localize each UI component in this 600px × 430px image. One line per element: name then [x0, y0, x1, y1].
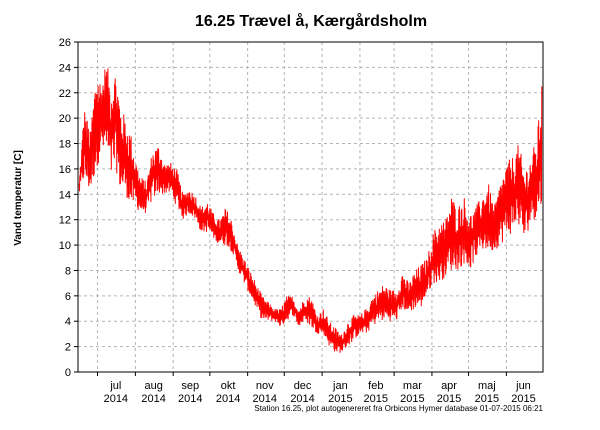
x-tick-month: dec: [294, 380, 312, 392]
series-line: [78, 68, 543, 353]
x-tick-month: jul: [109, 380, 121, 392]
x-tick-month: okt: [221, 380, 236, 392]
y-tick-label: 18: [59, 139, 71, 151]
y-tick-label: 10: [59, 240, 71, 252]
x-tick-year: 2014: [252, 393, 276, 405]
x-tick-month: mar: [403, 380, 422, 392]
y-tick-label: 2: [65, 342, 71, 354]
y-tick-label: 14: [59, 189, 71, 201]
y-tick-label: 6: [65, 291, 71, 303]
y-tick-label: 16: [59, 164, 71, 176]
grid-layer: [78, 42, 543, 372]
x-tick-year: 2015: [511, 393, 535, 405]
plot-frame: [77, 41, 544, 373]
x-tick-year: 2014: [178, 393, 202, 405]
x-tick-year: 2015: [437, 393, 461, 405]
y-tick-label: 26: [59, 37, 71, 49]
x-tick-year: 2014: [216, 393, 240, 405]
footer-note: Station 16.25, plot autogenereret fra Or…: [254, 404, 543, 413]
x-tick-year: 2015: [400, 393, 424, 405]
series-layer: [78, 68, 543, 353]
x-tick-month: sep: [181, 380, 199, 392]
x-tick-year: 2014: [104, 393, 128, 405]
y-tick-label: 8: [65, 265, 71, 277]
y-tick-label: 4: [65, 316, 71, 328]
x-tick-month: maj: [478, 380, 496, 392]
x-tick-month: aug: [144, 380, 162, 392]
x-tick-month: nov: [256, 380, 274, 392]
x-tick-month: jun: [515, 380, 531, 392]
x-tick-month: feb: [368, 380, 383, 392]
x-tick-year: 2015: [364, 393, 388, 405]
x-tick-year: 2014: [290, 393, 314, 405]
x-tick-year: 2015: [475, 393, 499, 405]
x-tick-month: jan: [332, 380, 348, 392]
y-tick-label: 20: [59, 113, 71, 125]
y-tick-label: 12: [59, 215, 71, 227]
x-tick-year: 2015: [328, 393, 352, 405]
chart-title: 16.25 Trævel å, Kærgårdsholm: [195, 12, 427, 30]
y-axis-label: Vand temperatur [C]: [13, 150, 24, 246]
x-tick-labels: jul2014aug2014sep2014okt2014nov2014dec20…: [97, 372, 536, 405]
x-tick-year: 2014: [141, 393, 165, 405]
y-tick-label: 0: [65, 367, 71, 379]
x-tick-month: apr: [441, 380, 457, 392]
y-tick-label: 24: [59, 62, 71, 74]
y-tick-label: 22: [59, 88, 71, 100]
